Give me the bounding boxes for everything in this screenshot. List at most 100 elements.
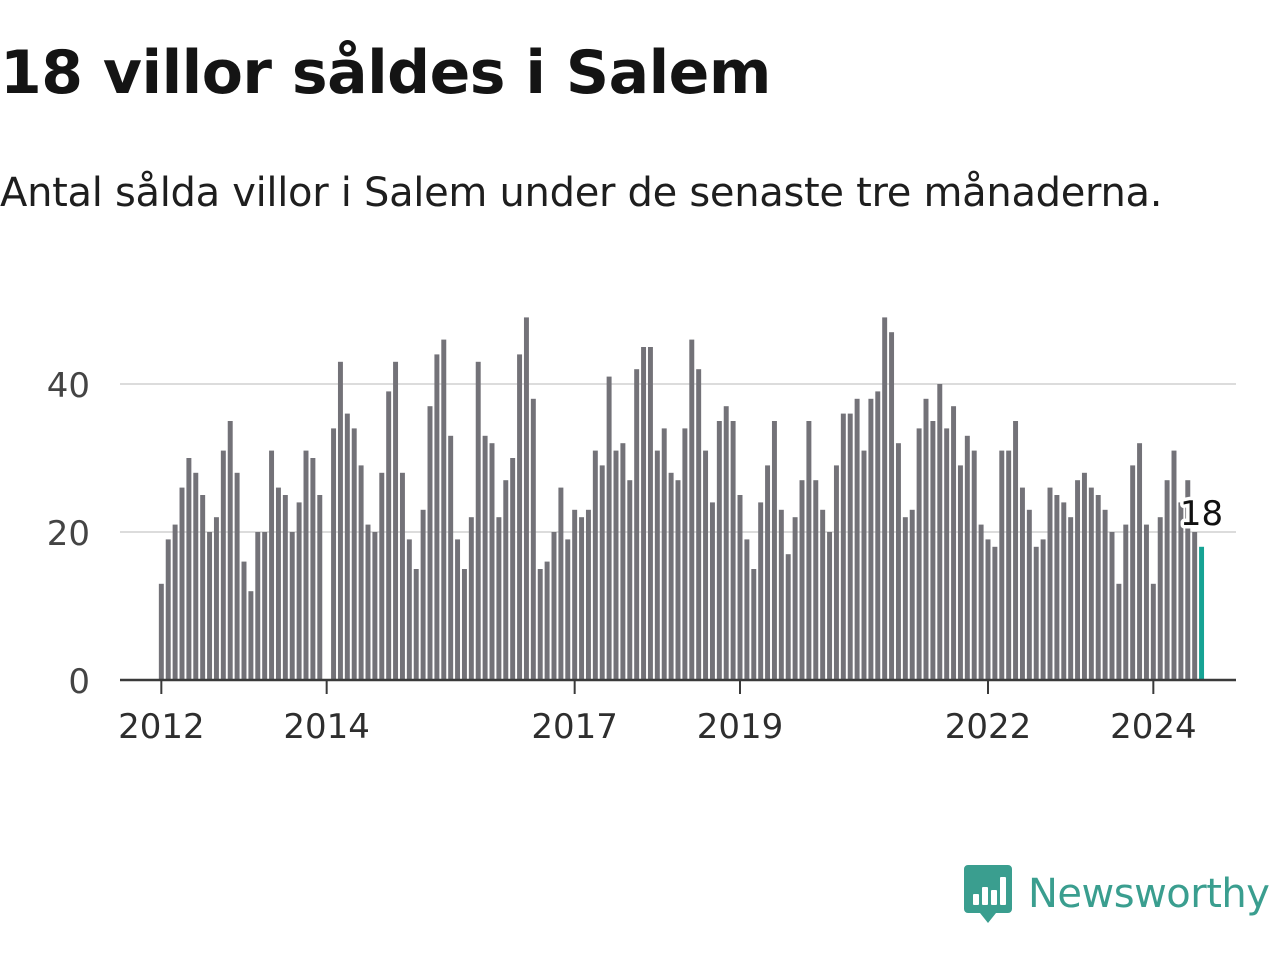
annotation: 18 [1176, 490, 1226, 537]
x-tick-label: 2024 [1110, 707, 1197, 747]
bar [441, 339, 447, 680]
x-tick-label: 2022 [945, 707, 1032, 747]
bar [744, 539, 750, 680]
bar [165, 539, 171, 680]
bar [193, 472, 199, 680]
bar [213, 517, 219, 680]
bar [1185, 480, 1191, 680]
bar [895, 443, 901, 680]
bar [916, 428, 922, 680]
bar [641, 347, 647, 680]
bar [889, 332, 895, 680]
bar [675, 480, 681, 680]
bars [158, 317, 1205, 680]
bar [172, 524, 178, 680]
bar [613, 450, 619, 680]
bar [158, 583, 164, 680]
bar [737, 495, 743, 680]
bar [957, 465, 963, 680]
bar [579, 517, 585, 680]
bar [978, 524, 984, 680]
bar [985, 539, 991, 680]
bar [1192, 532, 1198, 680]
page-subtitle: Antal sålda villor i Salem under de sena… [0, 170, 1163, 216]
bar [489, 443, 495, 680]
bar [620, 443, 626, 680]
bar [572, 509, 578, 680]
bar [510, 458, 516, 680]
bar [771, 421, 777, 680]
bar [406, 539, 412, 680]
y-tick-label: 0 [68, 662, 90, 702]
y-tick-label: 40 [47, 366, 90, 406]
x-tick-label: 2019 [697, 707, 784, 747]
bar [372, 532, 378, 680]
bar [1178, 502, 1184, 680]
bar [751, 569, 757, 680]
bar [854, 398, 860, 680]
bar [827, 532, 833, 680]
bar [923, 398, 929, 680]
bar [806, 421, 812, 680]
bar [1047, 487, 1053, 680]
bar [1040, 539, 1046, 680]
brand: Newsworthy [962, 862, 1270, 926]
bar [1088, 487, 1094, 680]
x-tick-label: 2012 [118, 707, 205, 747]
bar [951, 406, 957, 680]
bar [716, 421, 722, 680]
x-tick-label: 2017 [531, 707, 618, 747]
bar [289, 532, 295, 680]
bar [634, 369, 640, 680]
axis-ticks: 2012 2014 2017 2019 2022 2024 [118, 680, 1197, 747]
bar [1123, 524, 1129, 680]
bar [1157, 517, 1163, 680]
bar [496, 517, 502, 680]
bar [455, 539, 461, 680]
bar [785, 554, 791, 680]
bar [317, 495, 323, 680]
bar [399, 472, 405, 680]
bar-chart: 0 20 40 2012 2014 2017 2019 2022 2024 18 [47, 317, 1236, 747]
bar [1137, 443, 1143, 680]
bar [606, 376, 612, 680]
bar [269, 450, 275, 680]
bar [847, 413, 853, 680]
bar [999, 450, 1005, 680]
bar [647, 347, 653, 680]
bar [592, 450, 598, 680]
bar [448, 435, 454, 680]
bar [1006, 450, 1012, 680]
bar [503, 480, 509, 680]
bar [1026, 509, 1032, 680]
bar [778, 509, 784, 680]
bar [792, 517, 798, 680]
bar [565, 539, 571, 680]
bar [179, 487, 185, 680]
bar [427, 406, 433, 680]
bar [882, 317, 888, 680]
bar [365, 524, 371, 680]
bar [558, 487, 564, 680]
bar [275, 487, 281, 680]
bar [1116, 583, 1122, 680]
bar [282, 495, 288, 680]
bar [551, 532, 557, 680]
bar [1171, 450, 1177, 680]
bar [937, 384, 943, 680]
bar [434, 354, 440, 680]
bar [682, 428, 688, 680]
x-tick-label: 2014 [283, 707, 370, 747]
bar [820, 509, 826, 680]
bar [1061, 502, 1067, 680]
brand-name: Newsworthy [1028, 871, 1270, 917]
bar [661, 428, 667, 680]
bar [207, 532, 213, 680]
bar [654, 450, 660, 680]
bar [868, 398, 874, 680]
bar [200, 495, 206, 680]
bar [1130, 465, 1136, 680]
bar [241, 561, 247, 680]
bar [758, 502, 764, 680]
bar [482, 435, 488, 680]
